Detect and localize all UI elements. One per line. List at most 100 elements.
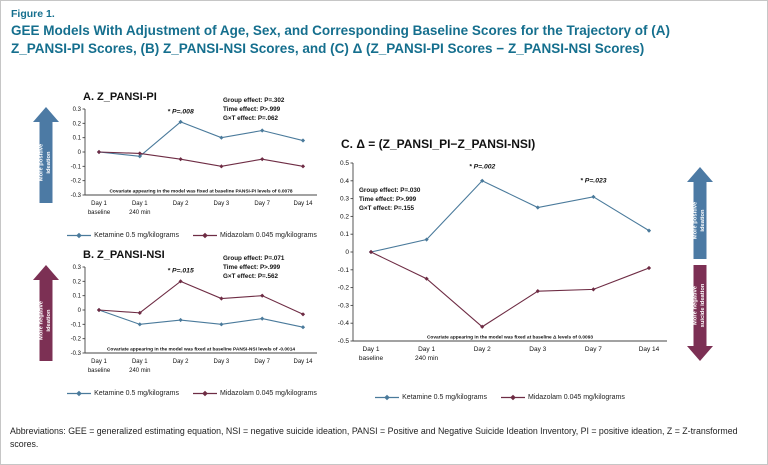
- legend-item-ketamine: Ketamine 0.5 mg/kilograms: [375, 393, 487, 402]
- svg-text:240 min: 240 min: [129, 210, 150, 216]
- svg-text:Day 1: Day 1: [91, 201, 107, 207]
- midazolam-legend-label: Midazolam 0.045 mg/kilograms: [219, 390, 317, 397]
- chart-a-plot: -0.3 -0.2 -0.1 0 0.1 0.2 0.3 Day 1 baseline Day 1…: [71, 107, 317, 216]
- svg-text:-0.1: -0.1: [338, 267, 350, 274]
- svg-text:Day 2: Day 2: [173, 359, 189, 365]
- svg-text:baseline: baseline: [359, 355, 384, 362]
- svg-text:Day 14: Day 14: [293, 201, 313, 207]
- svg-text:-0.2: -0.2: [71, 337, 82, 343]
- svg-text:Day 7: Day 7: [254, 359, 270, 365]
- svg-text:* P=.002: * P=.002: [469, 163, 495, 170]
- arrow-up-shape: [33, 107, 59, 203]
- legend-item-midazolam: Midazolam 0.045 mg/kilograms: [500, 393, 625, 402]
- svg-text:0.1: 0.1: [73, 136, 82, 142]
- more-negative-ideation-arrow: More negative ideation: [33, 265, 59, 361]
- ketamine-legend-label: Ketamine 0.5 mg/kilograms: [402, 394, 487, 401]
- svg-text:Covariate appearing in the mod: Covariate appearing in the model was fix…: [107, 347, 295, 353]
- svg-text:-0.1: -0.1: [71, 322, 82, 328]
- arrow-down-shape: [687, 265, 713, 361]
- arrow-up-shape: [687, 167, 713, 259]
- svg-text:-0.3: -0.3: [71, 193, 82, 199]
- legend-item-ketamine: Ketamine 0.5 mg/kilograms: [67, 389, 179, 398]
- svg-text:-0.2: -0.2: [71, 179, 82, 185]
- more-positive-ideation-arrow: More positive ideation: [33, 107, 59, 203]
- arrow-label-line2: suicide ideation: [700, 283, 706, 327]
- legend-item-midazolam: Midazolam 0.045 mg/kilograms: [192, 389, 317, 398]
- svg-text:Day 2: Day 2: [173, 201, 189, 207]
- more-positive-ideation-arrow: More positive ideation: [687, 167, 713, 259]
- svg-text:0.3: 0.3: [73, 107, 82, 113]
- svg-text:Day 1: Day 1: [132, 201, 148, 207]
- legend-item-ketamine: Ketamine 0.5 mg/kilograms: [67, 231, 179, 240]
- svg-text:0.3: 0.3: [73, 265, 82, 271]
- chart-a: A. Z_PANSI-PI More positive ideation -0.…: [31, 91, 331, 247]
- svg-text:Covariate appearing in the mod: Covariate appearing in the model was fix…: [427, 335, 593, 341]
- svg-text:0.1: 0.1: [340, 231, 349, 238]
- chart-b: B. Z_PANSI-NSI More negative ideation -0…: [31, 249, 331, 405]
- svg-text:Day 3: Day 3: [214, 359, 230, 365]
- group-effect-text: Group effect: P=.302: [223, 97, 285, 104]
- arrow-label-line2: ideation: [46, 309, 52, 332]
- arrow-label-line1: More positive: [39, 143, 45, 181]
- svg-text:0.2: 0.2: [73, 121, 82, 127]
- arrow-label-line1: More positive: [693, 201, 699, 239]
- time-effect-text: Time effect: P>.999: [359, 195, 417, 203]
- svg-text:Day 1: Day 1: [363, 346, 380, 353]
- time-effect-text: Time effect: P>.999: [223, 105, 281, 113]
- legend-item-midazolam: Midazolam 0.045 mg/kilograms: [192, 231, 317, 240]
- chart-b-legend: Ketamine 0.5 mg/kilograms Midazolam 0.04…: [61, 389, 323, 398]
- svg-text:Day 1: Day 1: [91, 359, 107, 365]
- svg-text:* P=.008: * P=.008: [167, 108, 193, 115]
- svg-text:0: 0: [78, 150, 82, 156]
- ketamine-legend-label: Ketamine 0.5 mg/kilograms: [94, 232, 179, 239]
- svg-text:Day 3: Day 3: [529, 346, 546, 353]
- svg-text:-0.1: -0.1: [71, 164, 82, 170]
- svg-text:Day 1: Day 1: [132, 359, 148, 365]
- chart-c-plot: -0.5 -0.4 -0.3 -0.2 -0.1 0 0.1 0.2 0.3 0.4 0.5 Day …: [338, 160, 667, 362]
- more-negative-suicide-ideation-arrow: More negative suicide ideation: [687, 265, 713, 361]
- svg-text:-0.2: -0.2: [338, 285, 350, 292]
- gxt-effect-text: G×T effect: P=.562: [223, 272, 278, 280]
- svg-text:-0.4: -0.4: [338, 320, 350, 327]
- svg-text:0.2: 0.2: [73, 279, 82, 285]
- svg-text:Day 1: Day 1: [418, 346, 435, 353]
- svg-text:baseline: baseline: [88, 210, 111, 216]
- svg-text:240 min: 240 min: [415, 355, 439, 362]
- svg-text:0: 0: [345, 249, 349, 256]
- group-effect-text: Group effect: P=.071: [223, 255, 285, 262]
- svg-text:* P=.015: * P=.015: [167, 268, 193, 275]
- midazolam-line-swatch: [500, 394, 525, 401]
- svg-text:Day 14: Day 14: [293, 359, 313, 365]
- chart-b-plot: -0.3 -0.2 -0.1 0 0.1 0.2 0.3 Day 1 baseline Day 1…: [71, 265, 317, 374]
- chart-c: C. Δ = (Z_PANSI_PI−Z_PANSI-NSI) -0.5 -0.4…: [319, 137, 767, 417]
- svg-text:0: 0: [78, 308, 82, 314]
- ketamine-legend-label: Ketamine 0.5 mg/kilograms: [94, 390, 179, 397]
- gxt-effect-text: G×T effect: P=.155: [359, 204, 414, 212]
- gxt-effect-text: G×T effect: P=.062: [223, 114, 278, 122]
- svg-text:* P=.023: * P=.023: [580, 178, 606, 185]
- chart-a-legend: Ketamine 0.5 mg/kilograms Midazolam 0.04…: [61, 231, 323, 240]
- svg-text:-0.5: -0.5: [338, 338, 350, 345]
- svg-text:0.1: 0.1: [73, 294, 82, 300]
- arrow-label-line2: ideation: [700, 209, 706, 232]
- svg-text:-0.3: -0.3: [338, 302, 350, 309]
- chart-a-title: A. Z_PANSI-PI: [83, 91, 157, 103]
- svg-text:-0.3: -0.3: [71, 351, 82, 357]
- chart-a-stats: Group effect: P=.302 Time effect: P>.999…: [223, 97, 328, 123]
- chart-c-stats: Group effect: P=.030 Time effect: P>.999…: [359, 187, 464, 213]
- midazolam-line-swatch: [192, 232, 217, 239]
- arrow-label-line2: ideation: [46, 151, 52, 174]
- svg-text:Day 2: Day 2: [474, 346, 491, 353]
- svg-text:Day 3: Day 3: [214, 201, 230, 207]
- chart-c-legend: Ketamine 0.5 mg/kilograms Midazolam 0.04…: [325, 393, 675, 402]
- arrow-label-line1: More negative: [39, 300, 45, 340]
- svg-text:0.3: 0.3: [340, 196, 349, 203]
- arrow-label-line1: More negative: [693, 285, 699, 325]
- abbreviations-text: Abbreviations: GEE = generalized estimat…: [10, 426, 738, 450]
- arrow-up-shape: [33, 265, 59, 361]
- figure-title: GEE Models With Adjustment of Age, Sex, …: [11, 23, 670, 56]
- chart-b-stats: Group effect: P=.071 Time effect: P>.999…: [223, 255, 328, 281]
- midazolam-line-swatch: [192, 390, 217, 397]
- svg-text:0.2: 0.2: [340, 213, 349, 220]
